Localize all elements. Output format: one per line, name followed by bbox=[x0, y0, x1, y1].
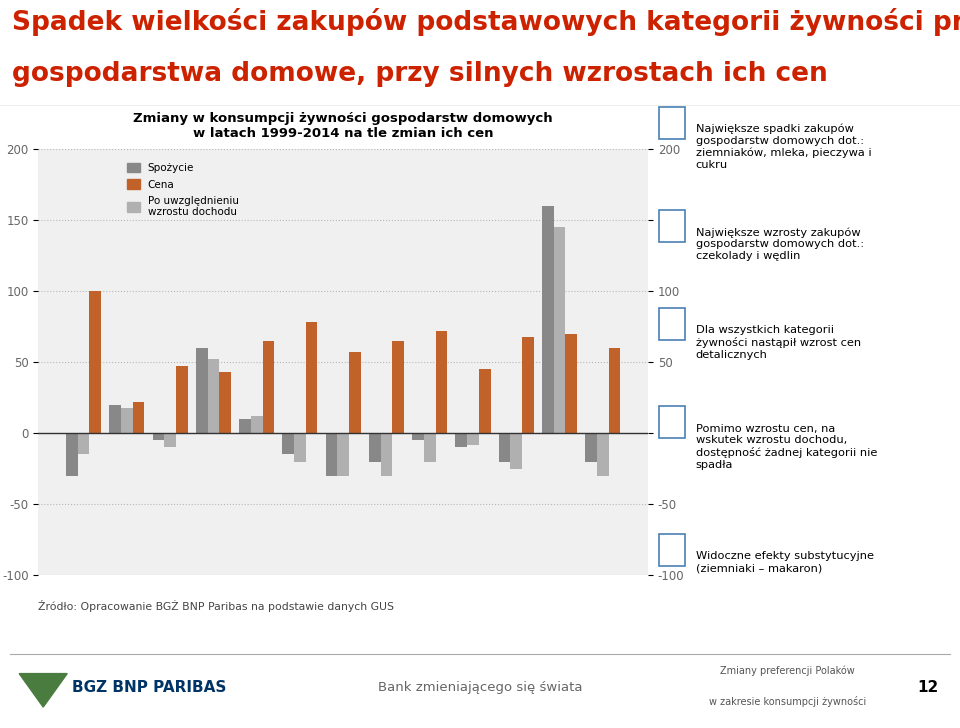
Bar bbox=[109, 405, 121, 433]
Bar bbox=[380, 433, 393, 475]
Text: Zmiany w konsumpcji żywności gospodarstw domowych
w latach 1999-2014 na tle zmia: Zmiany w konsumpcji żywności gospodarstw… bbox=[133, 112, 553, 140]
Text: Źródło: Opracowanie BGŻ BNP Paribas na podstawie danych GUS: Źródło: Opracowanie BGŻ BNP Paribas na p… bbox=[38, 600, 395, 612]
Text: Widoczne efekty substytucyjne
(ziemniaki – makaron): Widoczne efekty substytucyjne (ziemniaki… bbox=[696, 552, 874, 573]
FancyBboxPatch shape bbox=[660, 210, 685, 242]
Text: 12: 12 bbox=[918, 680, 939, 695]
Bar bbox=[499, 433, 511, 462]
Polygon shape bbox=[19, 673, 67, 707]
FancyBboxPatch shape bbox=[660, 107, 685, 138]
Bar bbox=[455, 433, 468, 447]
FancyBboxPatch shape bbox=[660, 406, 685, 438]
Bar bbox=[511, 433, 522, 469]
Bar bbox=[609, 348, 620, 433]
Text: Spadek wielkości zakupów podstawowych kategorii żywności przez: Spadek wielkości zakupów podstawowych ka… bbox=[12, 9, 960, 36]
Bar bbox=[542, 206, 554, 433]
Text: Zmiany preferencji Polaków: Zmiany preferencji Polaków bbox=[720, 666, 854, 676]
Bar bbox=[306, 323, 318, 433]
Bar bbox=[207, 360, 219, 433]
Text: Największe wzrosty zakupów
gospodarstw domowych dot.:
czekolady i wędlin: Największe wzrosty zakupów gospodarstw d… bbox=[696, 227, 864, 261]
Text: gospodarstwa domowe, przy silnych wzrostach ich cen: gospodarstwa domowe, przy silnych wzrost… bbox=[12, 61, 828, 87]
Bar bbox=[349, 352, 361, 433]
Bar bbox=[597, 433, 609, 475]
Bar bbox=[66, 433, 78, 475]
Text: w zakresie konsumpcji żywności: w zakresie konsumpcji żywności bbox=[708, 696, 866, 707]
Bar bbox=[176, 366, 187, 433]
Bar bbox=[337, 433, 349, 475]
Text: Największe spadki zakupów
gospodarstw domowych dot.:
ziemniaków, mleka, pieczywa: Największe spadki zakupów gospodarstw do… bbox=[696, 124, 872, 170]
Bar bbox=[468, 433, 479, 445]
Bar bbox=[282, 433, 294, 454]
Bar bbox=[294, 433, 306, 462]
Bar bbox=[479, 369, 491, 433]
Text: Pomimo wzrostu cen, na
wskutek wzrostu dochodu,
dostępność żadnej kategorii nie
: Pomimo wzrostu cen, na wskutek wzrostu d… bbox=[696, 424, 877, 470]
Bar bbox=[121, 408, 132, 433]
Bar bbox=[251, 416, 262, 433]
Bar bbox=[554, 227, 565, 433]
FancyBboxPatch shape bbox=[660, 534, 685, 566]
Bar bbox=[424, 433, 436, 462]
Text: BGZ BNP PARIBAS: BGZ BNP PARIBAS bbox=[72, 680, 227, 695]
Bar bbox=[164, 433, 176, 447]
Legend: Spożycie, Cena, Po uwzględnieniu
wzrostu dochodu: Spożycie, Cena, Po uwzględnieniu wzrostu… bbox=[123, 159, 243, 221]
Bar bbox=[522, 336, 534, 433]
Bar bbox=[153, 433, 164, 440]
Bar bbox=[219, 372, 231, 433]
Text: Bank zmieniającego się świata: Bank zmieniającego się świata bbox=[377, 681, 583, 695]
Bar bbox=[196, 348, 207, 433]
Bar bbox=[89, 291, 101, 433]
Bar bbox=[393, 341, 404, 433]
Bar bbox=[412, 433, 424, 440]
Bar bbox=[78, 433, 89, 454]
Text: Dla wszystkich kategorii
żywności nastąpił wzrost cen
detalicznych: Dla wszystkich kategorii żywności nastąp… bbox=[696, 325, 861, 360]
Bar bbox=[132, 402, 144, 433]
Bar bbox=[586, 433, 597, 462]
Bar bbox=[436, 331, 447, 433]
Bar bbox=[369, 433, 380, 462]
Bar bbox=[565, 333, 577, 433]
Bar bbox=[325, 433, 337, 475]
Bar bbox=[262, 341, 275, 433]
FancyBboxPatch shape bbox=[660, 308, 685, 340]
Bar bbox=[239, 419, 251, 433]
